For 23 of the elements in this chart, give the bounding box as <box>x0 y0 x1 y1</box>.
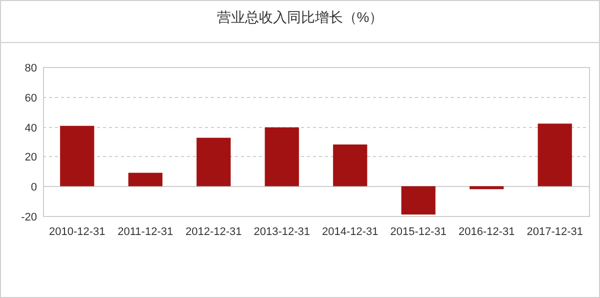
bar <box>401 186 436 215</box>
x-tick-label: 2010-12-31 <box>48 226 106 238</box>
bar <box>128 172 162 186</box>
y-tick-label: 0 <box>30 182 37 194</box>
y-tick-label: 80 <box>24 62 37 74</box>
bar <box>470 186 504 190</box>
x-tick-label: 2017-12-31 <box>526 226 584 238</box>
x-tick-label: 2016-12-31 <box>458 226 515 238</box>
y-tick-label: 60 <box>24 92 37 104</box>
bar <box>333 144 368 186</box>
bar <box>60 126 94 186</box>
x-tick-label: 2013-12-31 <box>254 226 310 238</box>
x-tick-label: 2015-12-31 <box>390 226 447 238</box>
x-tick-label: 2014-12-31 <box>322 226 378 238</box>
bar <box>264 127 299 186</box>
chart-title: 营业总收入同比增长（%） <box>216 9 384 25</box>
x-tick-label: 2012-12-31 <box>185 226 242 238</box>
x-tick-label: 2011-12-31 <box>118 226 174 238</box>
y-tick-label: -20 <box>21 212 37 224</box>
bar <box>538 124 572 186</box>
y-tick-label: 20 <box>24 152 37 164</box>
y-tick-label: 40 <box>24 122 37 134</box>
bar <box>196 138 231 186</box>
